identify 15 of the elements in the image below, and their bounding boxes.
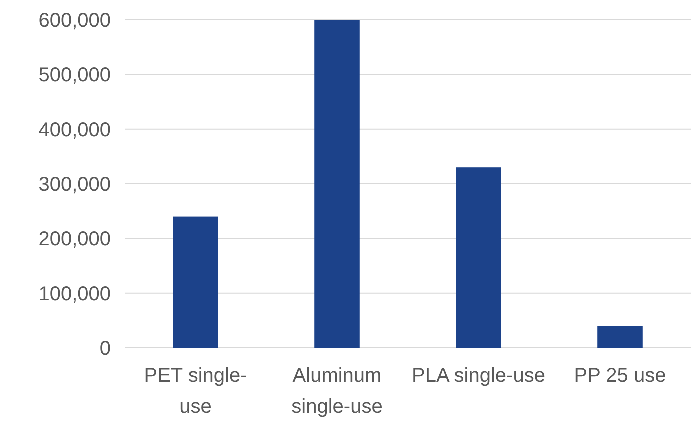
y-tick-label: 600,000 [38, 10, 111, 32]
bar [598, 326, 643, 348]
x-tick-label: PP 25 use [574, 365, 666, 387]
y-tick-label: 400,000 [38, 119, 111, 142]
bar [314, 20, 360, 348]
y-tick-label: 100,000 [38, 283, 111, 306]
x-tick-label: PET single-use [144, 365, 248, 418]
bar [456, 168, 502, 348]
y-tick-label: 300,000 [38, 174, 111, 196]
y-tick-label: 200,000 [38, 228, 111, 251]
bar [173, 216, 218, 348]
x-tick-label: Aluminum single-use [292, 365, 383, 418]
y-tick-label: 500,000 [38, 64, 111, 87]
y-tick-label: 0 [100, 338, 111, 360]
x-tick-label: PLA single-use [412, 365, 546, 387]
